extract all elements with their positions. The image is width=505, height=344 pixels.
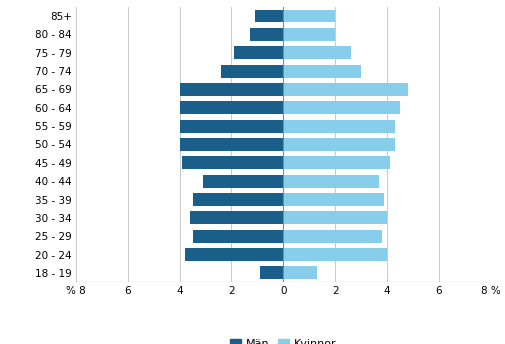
Bar <box>283 175 379 187</box>
Bar <box>283 10 334 22</box>
Bar <box>221 65 283 77</box>
Bar <box>192 230 283 243</box>
Bar <box>283 46 350 59</box>
Bar <box>249 28 283 41</box>
Bar <box>184 248 283 261</box>
Bar <box>190 212 283 224</box>
Bar <box>283 193 384 206</box>
Bar <box>283 28 334 41</box>
Bar <box>283 120 394 132</box>
Bar <box>283 65 361 77</box>
Bar <box>192 193 283 206</box>
Bar <box>283 212 386 224</box>
Bar <box>234 46 283 59</box>
Legend: Män, Kvinnor: Män, Kvinnor <box>225 335 340 344</box>
Bar <box>179 138 283 151</box>
Bar <box>283 83 407 96</box>
Bar <box>179 101 283 114</box>
Bar <box>283 267 317 279</box>
Bar <box>179 120 283 132</box>
Bar <box>255 10 283 22</box>
Bar <box>283 157 389 169</box>
Bar <box>283 230 381 243</box>
Bar <box>203 175 283 187</box>
Bar <box>179 83 283 96</box>
Bar <box>283 138 394 151</box>
Bar <box>260 267 283 279</box>
Bar <box>283 101 399 114</box>
Bar <box>283 248 386 261</box>
Bar <box>182 157 283 169</box>
